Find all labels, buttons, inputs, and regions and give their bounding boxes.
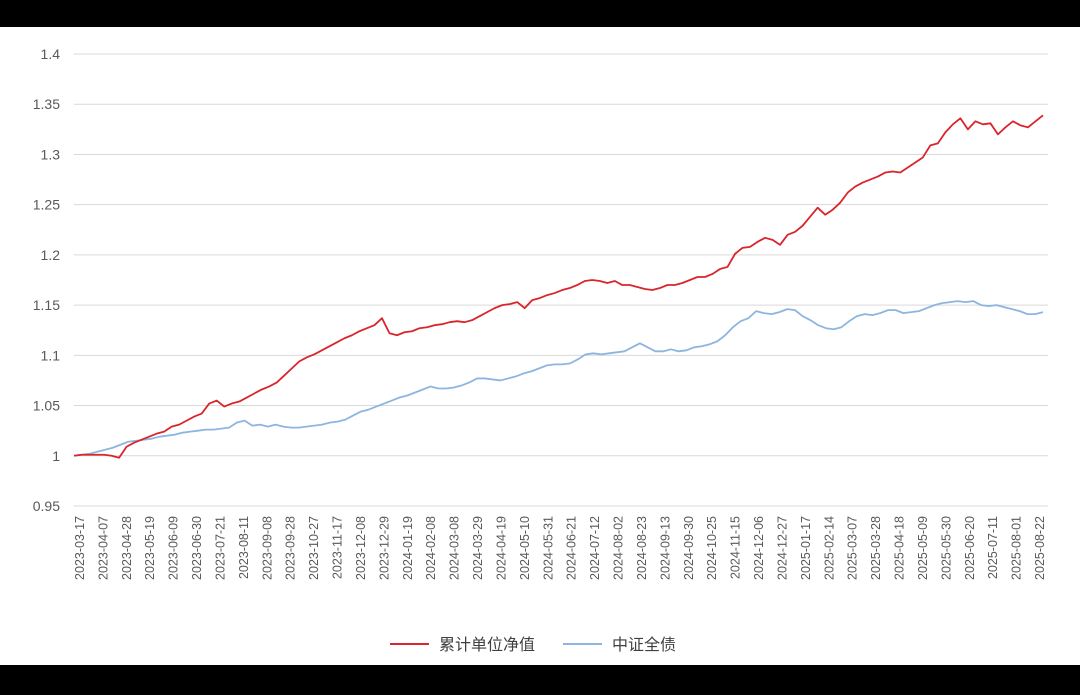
y-tick-label: 1.3	[41, 146, 61, 162]
x-tick-label: 2024-05-10	[518, 516, 532, 580]
x-tick-label: 2025-07-11	[986, 516, 1000, 579]
x-tick-label: 2023-11-17	[331, 516, 345, 579]
x-tick-label: 2024-08-23	[635, 516, 649, 580]
x-tick-label: 2024-11-15	[729, 516, 743, 579]
x-tick-label: 2023-06-30	[190, 516, 204, 580]
x-tick-label: 2024-01-19	[401, 516, 415, 580]
chart-svg: 1.4 1.35 1.3 1.25 1.2 1.15 1.1 1.05 1 0.95 2023-0…	[33, 46, 1048, 654]
line-chart: 1.4 1.35 1.3 1.25 1.2 1.15 1.1 1.05 1 0.95 2023-0…	[0, 27, 1080, 665]
x-tick-label: 2023-06-09	[167, 516, 181, 580]
x-tick-label: 2023-03-17	[73, 516, 87, 580]
y-axis-ticks: 1.4 1.35 1.3 1.25 1.2 1.15 1.1 1.05 1 0.95	[33, 46, 60, 514]
x-tick-label: 2025-06-20	[963, 516, 977, 580]
x-tick-label: 2023-09-28	[284, 516, 298, 580]
legend-label-nav: 累计单位净值	[439, 636, 535, 654]
x-tick-label: 2023-12-08	[354, 516, 368, 580]
x-tick-label: 2023-09-08	[260, 516, 274, 580]
y-tick-label: 1.35	[33, 96, 60, 112]
y-tick-label: 1.4	[41, 46, 61, 62]
series-line	[73, 300, 1044, 457]
legend-label-bond-index: 中证全债	[612, 636, 676, 654]
legend: 累计单位净值 中证全债	[390, 636, 676, 654]
x-tick-label: 2024-12-27	[775, 516, 789, 580]
x-tick-label: 2024-07-12	[588, 516, 602, 580]
x-tick-label: 2025-08-01	[1010, 516, 1024, 580]
x-tick-label: 2025-05-30	[939, 516, 953, 580]
y-tick-label: 1.25	[33, 197, 60, 213]
x-tick-label: 2023-04-07	[96, 516, 110, 580]
x-tick-label: 2025-01-17	[799, 516, 813, 580]
x-tick-label: 2024-02-08	[424, 516, 438, 580]
x-tick-label: 2024-03-08	[448, 516, 462, 580]
x-tick-label: 2025-03-28	[869, 516, 883, 580]
gridlines	[74, 53, 1048, 507]
x-tick-label: 2024-05-31	[541, 516, 555, 580]
x-tick-label: 2025-08-22	[1033, 516, 1047, 580]
x-tick-label: 2024-03-29	[471, 516, 485, 580]
y-tick-label: 1.15	[33, 297, 60, 313]
x-tick-label: 2023-04-28	[120, 516, 134, 580]
x-tick-label: 2023-10-27	[307, 516, 321, 580]
y-tick-label: 0.95	[33, 498, 60, 514]
x-tick-label: 2024-09-13	[658, 516, 672, 580]
x-tick-label: 2023-08-11	[237, 516, 251, 579]
series-lines	[73, 114, 1044, 459]
x-tick-label: 2024-09-30	[682, 516, 696, 580]
x-tick-label: 2024-06-21	[565, 516, 579, 580]
x-tick-label: 2024-08-02	[612, 516, 626, 580]
x-tick-label: 2025-02-14	[822, 516, 836, 580]
y-tick-label: 1.1	[41, 347, 61, 363]
x-tick-label: 2025-03-07	[846, 516, 860, 580]
x-tick-label: 2024-10-25	[705, 516, 719, 580]
series-line	[73, 114, 1044, 459]
y-tick-label: 1.05	[33, 398, 60, 414]
x-axis-ticks: 2023-03-17 2023-04-07 2023-04-28 2023-05-19…	[73, 516, 1047, 580]
x-tick-label: 2023-05-19	[143, 516, 157, 580]
x-tick-label: 2023-12-29	[377, 516, 391, 580]
x-tick-label: 2024-04-19	[494, 516, 508, 580]
x-tick-label: 2024-12-06	[752, 516, 766, 580]
x-tick-label: 2025-05-09	[916, 516, 930, 580]
x-tick-label: 2025-04-18	[893, 516, 907, 580]
y-tick-label: 1	[52, 448, 60, 464]
x-tick-label: 2023-07-21	[213, 516, 227, 580]
y-tick-label: 1.2	[41, 247, 61, 263]
